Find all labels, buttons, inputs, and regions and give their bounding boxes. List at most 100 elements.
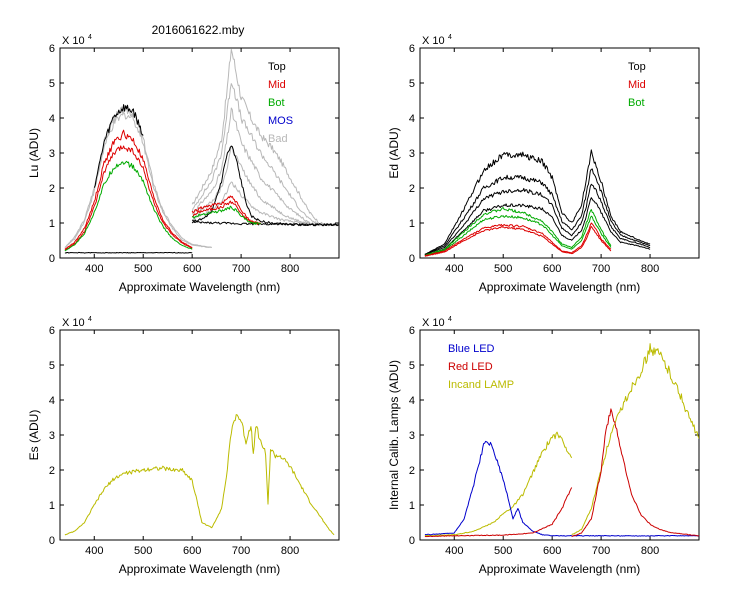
- series-group: [64, 48, 339, 254]
- y-tick-label: 2: [49, 465, 55, 477]
- x-axis-label: Approximate Wavelength (nm): [119, 280, 281, 294]
- x-tick-label: 800: [281, 545, 299, 557]
- y-tick-label: 1: [49, 218, 55, 230]
- figure-title: 2016061622.mby: [152, 23, 245, 37]
- series-line-mid: [64, 129, 193, 250]
- y-tick-label: 6: [49, 325, 55, 337]
- series-group: [64, 414, 335, 536]
- series-line-mid: [424, 225, 612, 257]
- y-tick-label: 1: [409, 218, 415, 230]
- y-axis-label: Internal Calib. Lamps (ADU): [387, 360, 401, 510]
- plot-frame: [59, 329, 340, 541]
- series-line-top: [424, 168, 651, 255]
- series-line-es: [64, 414, 335, 536]
- y-tick-label: 4: [409, 395, 415, 407]
- x-tick-label: 600: [543, 263, 561, 275]
- y-multiplier: X 10: [422, 317, 445, 329]
- x-tick-label: 700: [232, 263, 250, 275]
- x-tick-label: 500: [134, 263, 152, 275]
- series-line-incand-lamp: [424, 431, 573, 537]
- series-line-top: [64, 251, 193, 254]
- y-tick-label: 6: [49, 43, 55, 55]
- series-line-red-led: [571, 408, 699, 538]
- series-line-mid: [424, 222, 612, 257]
- legend-entry-bot: Bot: [268, 97, 285, 109]
- y-multiplier-exponent: 4: [448, 34, 452, 41]
- x-axis-label: Approximate Wavelength (nm): [479, 562, 641, 576]
- x-tick-label: 600: [183, 545, 201, 557]
- series-line-bad: [64, 105, 212, 248]
- x-tick-label: 400: [85, 545, 103, 557]
- y-tick-label: 4: [409, 113, 415, 125]
- y-tick-label: 0: [49, 253, 55, 265]
- legend-entry-bot: Bot: [628, 97, 645, 109]
- series-line-top: [191, 220, 339, 227]
- y-multiplier: X 10: [62, 317, 85, 329]
- legend-entry-mos: MOS: [268, 115, 293, 127]
- legend-entry-red-led: Red LED: [448, 361, 493, 373]
- x-tick-label: 400: [445, 545, 463, 557]
- legend-entry-bad: Bad: [268, 133, 288, 145]
- y-tick-label: 5: [409, 360, 415, 372]
- x-tick-label: 800: [281, 263, 299, 275]
- y-tick-label: 6: [409, 325, 415, 337]
- y-multiplier-exponent: 4: [88, 34, 92, 41]
- y-tick-label: 5: [409, 78, 415, 90]
- series-line-top: [424, 197, 651, 256]
- legend-entry-top: Top: [268, 61, 286, 73]
- y-tick-label: 5: [49, 78, 55, 90]
- y-axis-label: Ed (ADU): [387, 127, 401, 178]
- x-tick-label: 400: [85, 263, 103, 275]
- x-tick-label: 500: [494, 263, 512, 275]
- series-line-bad: [191, 83, 339, 227]
- x-tick-label: 700: [232, 545, 250, 557]
- series-line-red-led: [424, 487, 573, 538]
- series-line-bot: [424, 207, 612, 256]
- y-tick-label: 1: [409, 500, 415, 512]
- series-line-bad: [64, 111, 212, 248]
- legend-entry-mid: Mid: [628, 79, 646, 91]
- x-tick-label: 500: [134, 545, 152, 557]
- y-tick-label: 2: [409, 465, 415, 477]
- y-tick-label: 3: [49, 148, 55, 160]
- series-line-incand-lamp: [571, 343, 699, 536]
- x-tick-label: 600: [543, 545, 561, 557]
- y-tick-label: 6: [409, 43, 415, 55]
- series-line-mid: [64, 145, 193, 251]
- series-line-bad: [192, 145, 339, 227]
- legend-entry-top: Top: [628, 61, 646, 73]
- x-tick-label: 600: [183, 263, 201, 275]
- y-tick-label: 3: [409, 430, 415, 442]
- series-line-bot: [191, 205, 261, 225]
- y-tick-label: 4: [49, 395, 55, 407]
- y-tick-label: 4: [49, 113, 55, 125]
- x-tick-label: 700: [592, 545, 610, 557]
- y-tick-label: 0: [49, 535, 55, 547]
- y-axis-label: Lu (ADU): [27, 128, 41, 178]
- legend-entry-mid: Mid: [268, 79, 286, 91]
- y-multiplier-exponent: 4: [88, 316, 92, 323]
- series-line-mid: [192, 200, 261, 225]
- series-line-bot: [64, 160, 193, 252]
- x-axis-label: Approximate Wavelength (nm): [119, 562, 281, 576]
- y-tick-label: 1: [49, 500, 55, 512]
- series-line-top: [424, 183, 651, 255]
- series-group: [424, 343, 699, 538]
- y-tick-label: 3: [49, 430, 55, 442]
- x-tick-label: 400: [445, 263, 463, 275]
- legend-entry-blue-led: Blue LED: [448, 343, 495, 355]
- y-multiplier: X 10: [62, 35, 85, 47]
- y-tick-label: 0: [409, 253, 415, 265]
- y-tick-label: 2: [49, 183, 55, 195]
- x-axis-label: Approximate Wavelength (nm): [479, 280, 641, 294]
- y-multiplier-exponent: 4: [448, 316, 452, 323]
- series-line-top: [93, 104, 144, 188]
- x-tick-label: 500: [494, 545, 512, 557]
- legend-entry-incand-lamp: Incand LAMP: [448, 379, 514, 391]
- series-line-bot: [424, 214, 612, 257]
